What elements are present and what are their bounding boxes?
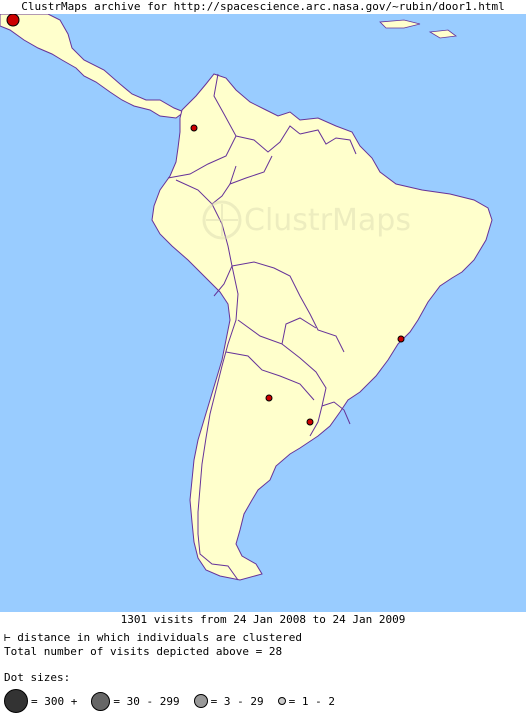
- distance-note-line: ⊢ distance in which individuals are clus…: [4, 631, 526, 645]
- visit-dot[interactable]: [6, 14, 20, 27]
- legend-label: = 300 +: [31, 694, 78, 708]
- legend-item-300-plus: = 300 +: [4, 689, 77, 713]
- visit-dot[interactable]: [397, 335, 405, 343]
- total-visits-line: Total number of visits depicted above = …: [4, 645, 283, 658]
- visit-dots: [6, 14, 405, 426]
- distance-note: distance in which individuals are cluste…: [17, 631, 303, 644]
- land-caribbean-island: [379, 19, 421, 29]
- land-caribbean-island: [428, 29, 458, 39]
- clustrmaps-watermark: ClustrMaps: [202, 200, 411, 240]
- watermark-text: ClustrMaps: [244, 203, 411, 238]
- legend-label: = 1 - 2: [288, 694, 335, 708]
- legend-item-3-29: = 3 - 29: [193, 694, 264, 708]
- visit-dot[interactable]: [190, 124, 198, 132]
- dot-l-icon: [91, 691, 111, 711]
- dot-m-icon: [193, 694, 208, 708]
- legend-item-1-2: = 1 - 2: [277, 694, 335, 708]
- visit-dot[interactable]: [306, 418, 314, 426]
- dot-xl-icon: [4, 689, 28, 713]
- legend-item-30-299: = 30 - 299: [91, 691, 180, 711]
- visit-dot[interactable]: [265, 394, 273, 402]
- watermark-globe-icon: [202, 200, 242, 240]
- map-area: ClustrMaps: [0, 14, 526, 612]
- country-borders: [167, 73, 357, 581]
- legend-label: = 30 - 299: [113, 694, 180, 708]
- page-title: ClustrMaps archive for http://spacescien…: [0, 0, 526, 14]
- dot-s-icon: [277, 697, 286, 705]
- land-south-america: [151, 73, 493, 581]
- distance-marker-icon: ⊢: [4, 631, 11, 644]
- visits-summary: 1301 visits from 24 Jan 2008 to 24 Jan 2…: [120, 613, 406, 626]
- map-canvas: ClustrMaps: [0, 14, 526, 612]
- legend-label: = 3 - 29: [210, 694, 264, 708]
- land-central-america: [0, 14, 186, 119]
- dot-sizes-label: Dot sizes:: [4, 671, 71, 684]
- dot-size-legend: = 300 + = 30 - 299 = 3 - 29 = 1 - 2: [4, 689, 349, 713]
